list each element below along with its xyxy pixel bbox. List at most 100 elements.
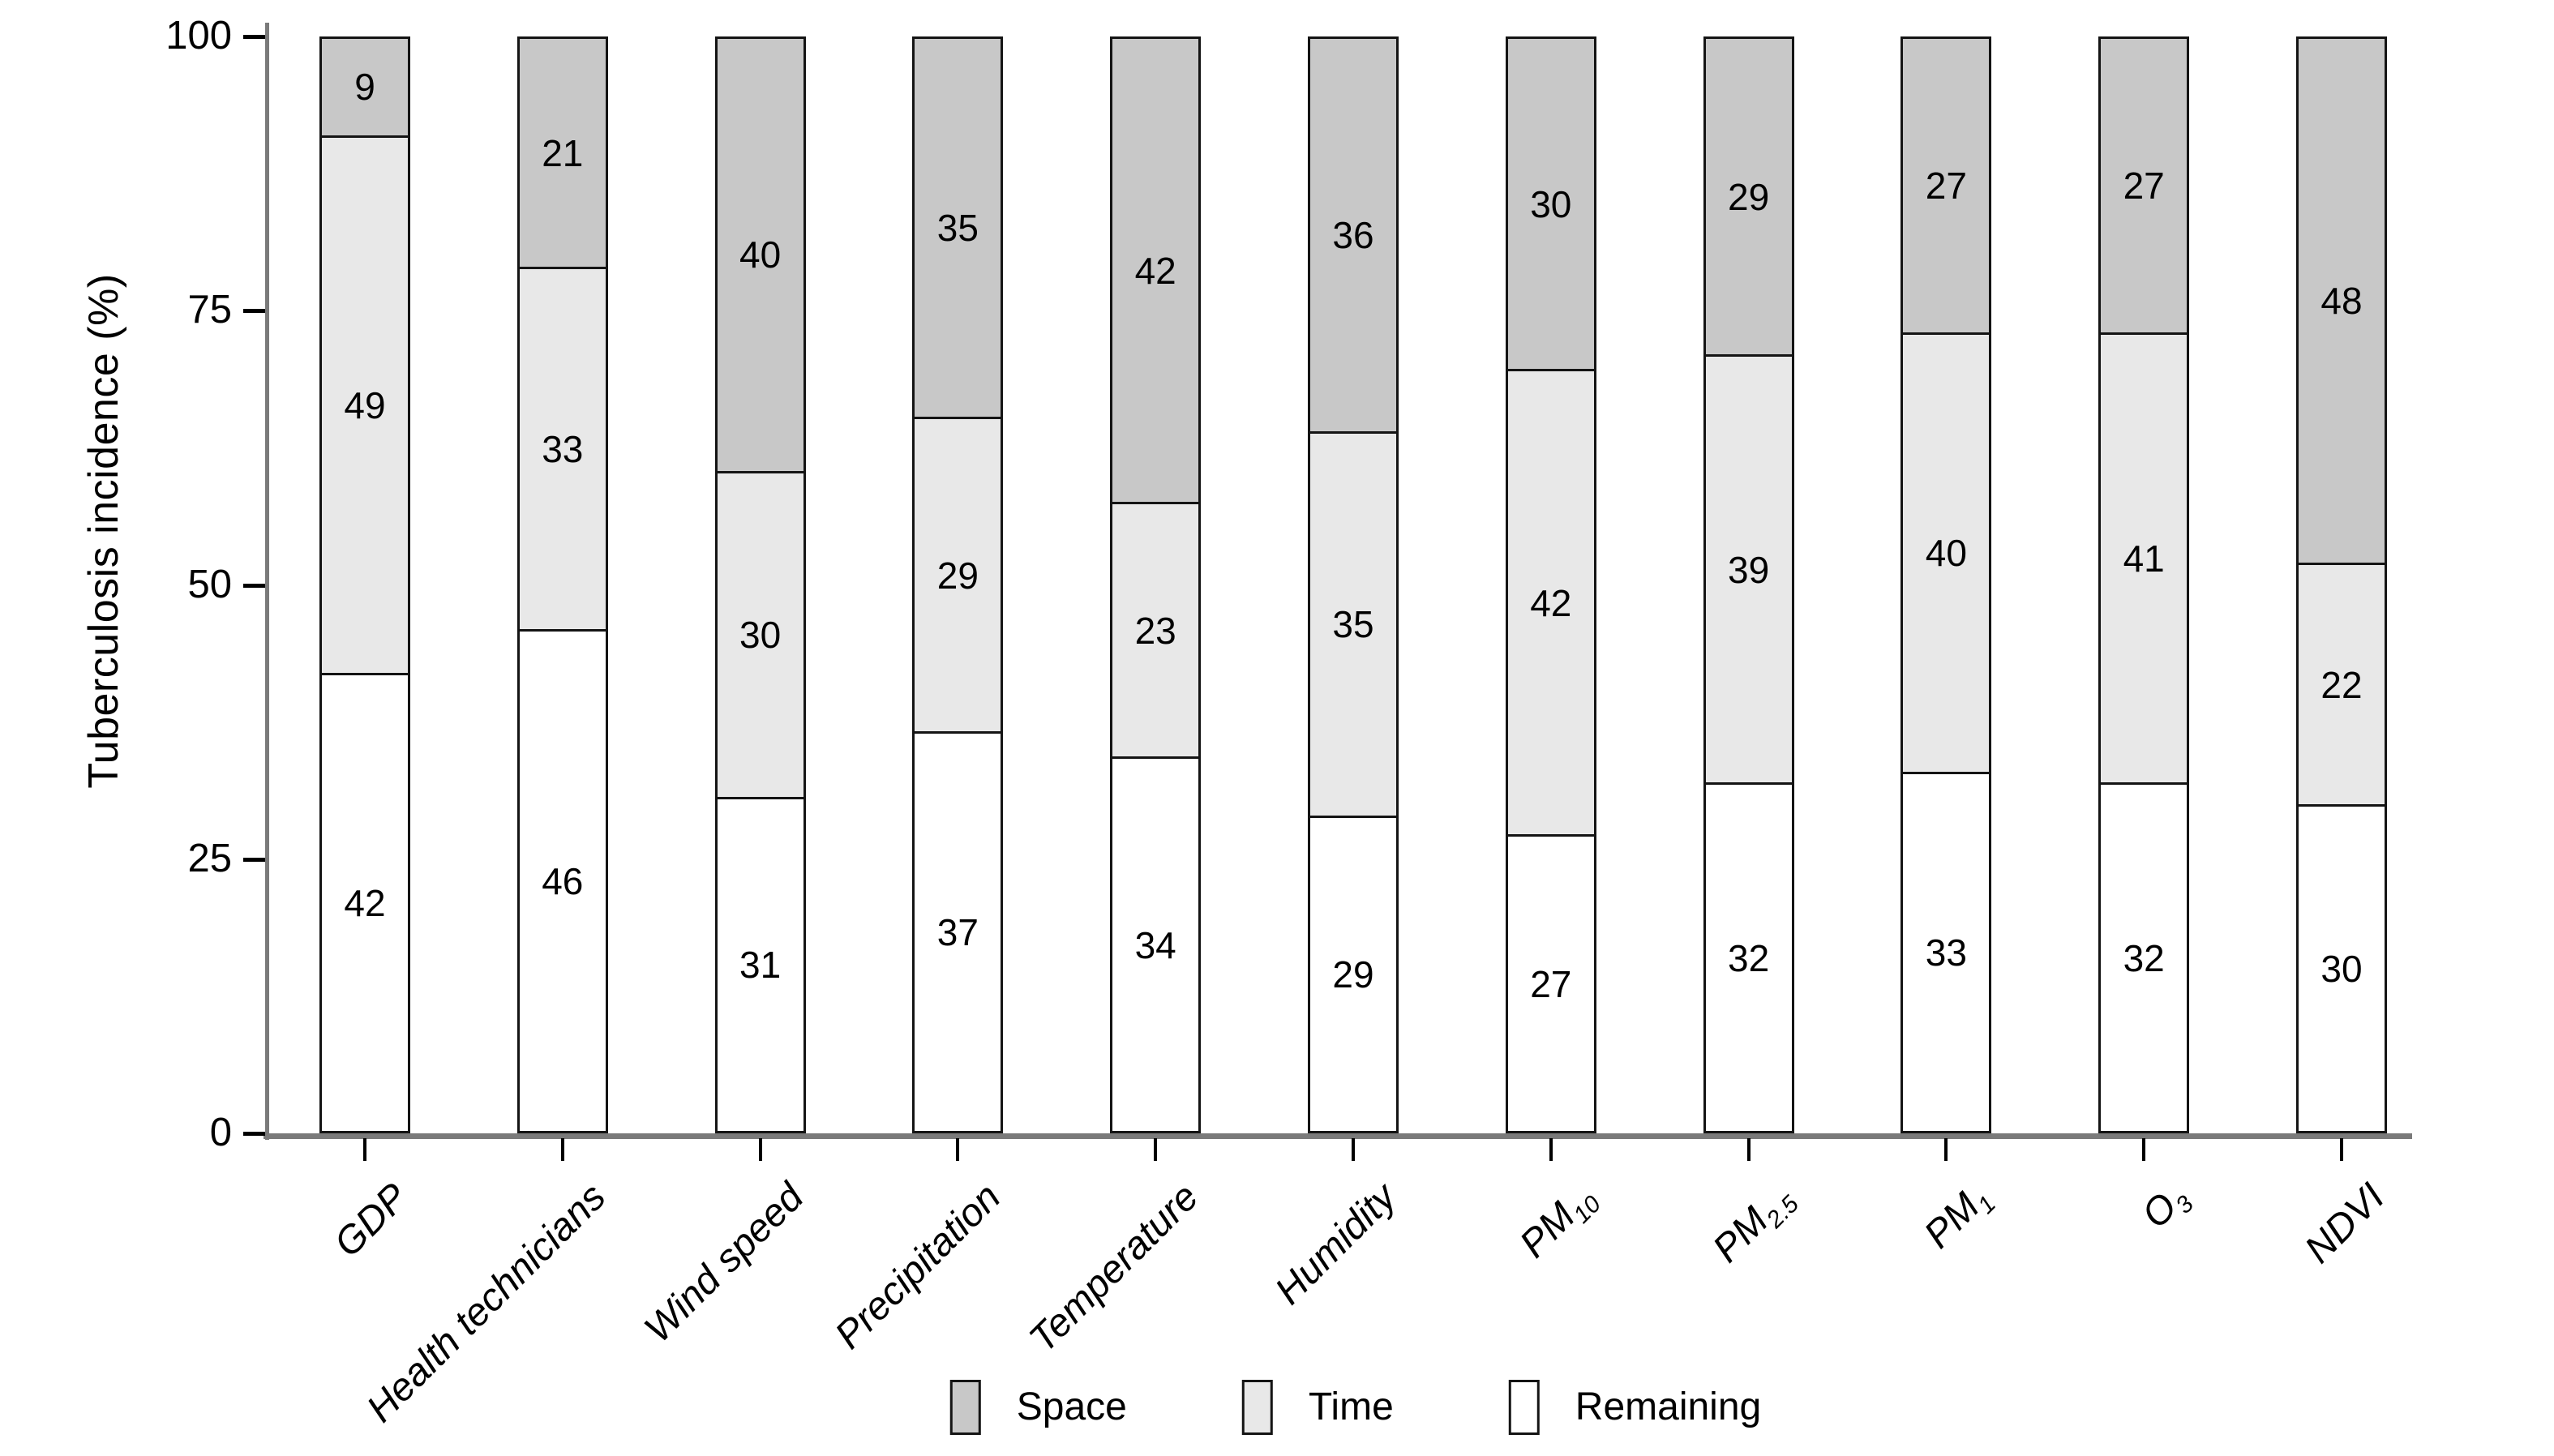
- x-tick-mark: [758, 1138, 762, 1161]
- bar-segment-space: 35: [912, 36, 1004, 417]
- bar: 46 33 21: [516, 36, 608, 1133]
- y-tick-mark: [243, 309, 265, 314]
- bar-segment-time: 42: [1505, 369, 1596, 834]
- y-axis-line: [265, 23, 269, 1140]
- x-tick-label-text: Wind speed: [636, 1175, 812, 1351]
- bar-segment-space: 27: [1901, 36, 1992, 333]
- y-tick-label: 100: [165, 14, 232, 58]
- bar-segment-remaining: 32: [1703, 782, 1794, 1133]
- x-tick-label-text: Temperature: [1021, 1175, 1207, 1361]
- bar-value-label: 29: [936, 554, 979, 597]
- bar-segment-remaining: 27: [1505, 834, 1596, 1133]
- legend-swatch: [1241, 1380, 1273, 1435]
- bar-value-label: 30: [2320, 948, 2363, 991]
- legend-label: Remaining: [1575, 1385, 1762, 1428]
- bar-value-label: 46: [542, 859, 584, 902]
- bar-segment-time: 33: [516, 267, 608, 629]
- bar-value-label: 29: [1728, 175, 1770, 218]
- bar-value-label: 29: [1332, 953, 1374, 996]
- y-tick-label: 50: [187, 562, 232, 606]
- bar-value-label: 39: [1728, 548, 1770, 591]
- bar: 34 23 42: [1110, 36, 1202, 1133]
- bar-value-label: 33: [542, 427, 584, 470]
- bar-value-label: 33: [1925, 931, 1967, 974]
- bar-value-label: 27: [2123, 165, 2165, 208]
- bar: 42 49 9: [319, 36, 410, 1133]
- y-tick-label: 0: [209, 1111, 232, 1154]
- bar-segment-remaining: 46: [516, 628, 608, 1133]
- bar-value-label: 48: [2320, 280, 2363, 323]
- bar-value-label: 37: [936, 911, 979, 954]
- bar: 31 30 40: [714, 36, 806, 1133]
- bar-value-label: 49: [344, 383, 386, 426]
- bar-segment-space: 30: [1505, 36, 1596, 369]
- x-tick-mark: [956, 1138, 960, 1161]
- bar-segment-remaining: 32: [2098, 782, 2190, 1133]
- x-tick-mark: [1944, 1138, 1948, 1161]
- bar-segment-space: 36: [1308, 36, 1399, 432]
- x-tick-label-text: Humidity: [1266, 1175, 1405, 1313]
- x-axis-line: [264, 1133, 2412, 1139]
- bar-value-label: 42: [344, 881, 386, 924]
- y-tick-mark: [243, 857, 265, 862]
- bar-segment-remaining: 42: [319, 672, 410, 1133]
- bar-segment-time: 41: [2098, 332, 2190, 783]
- bar-value-label: 31: [739, 944, 782, 987]
- bar-segment-remaining: 30: [2296, 804, 2387, 1133]
- y-tick-label: 75: [187, 288, 232, 332]
- bar-segment-time: 35: [1308, 431, 1399, 816]
- bar: 27 42 30: [1505, 36, 1596, 1133]
- y-tick-mark: [243, 583, 265, 588]
- bar-value-label: 21: [542, 131, 584, 174]
- bar-value-label: 36: [1332, 214, 1374, 257]
- x-tick-label-text: GDP: [326, 1175, 417, 1265]
- bar-segment-remaining: 37: [912, 731, 1004, 1133]
- x-tick-label-text: Precipitation: [827, 1175, 1009, 1358]
- bar-value-label: 41: [2123, 537, 2165, 580]
- x-tick-mark: [2340, 1138, 2343, 1161]
- bar: 29 35 36: [1308, 36, 1399, 1133]
- bar-value-label: 22: [2320, 663, 2363, 706]
- x-tick-mark: [363, 1138, 366, 1161]
- bar-segment-remaining: 33: [1901, 771, 1992, 1133]
- legend: Space Time Remaining: [949, 1380, 1762, 1435]
- legend-swatch: [949, 1380, 981, 1435]
- x-tick-mark: [1154, 1138, 1158, 1161]
- x-tick-mark: [1549, 1138, 1553, 1161]
- x-tick-mark: [2142, 1138, 2146, 1161]
- bar-value-label: 35: [1332, 603, 1374, 646]
- bar-value-label: 27: [1530, 962, 1572, 1005]
- bar-value-label: 30: [739, 614, 782, 657]
- bar-segment-space: 42: [1110, 36, 1202, 502]
- x-tick-label-text: NDVI: [2296, 1175, 2393, 1272]
- bar: 32 41 27: [2098, 36, 2190, 1133]
- legend-item: Remaining: [1508, 1380, 1762, 1435]
- bar: 30 22 48: [2296, 36, 2387, 1133]
- bar-segment-time: 49: [319, 135, 410, 673]
- bar-value-label: 40: [1925, 532, 1967, 575]
- bar-value-label: 42: [1530, 581, 1572, 624]
- legend-item: Space: [949, 1380, 1127, 1435]
- bar: 37 29 35: [912, 36, 1004, 1133]
- x-tick-mark: [1352, 1138, 1355, 1161]
- bar-segment-time: 22: [2296, 563, 2387, 805]
- bar-value-label: 35: [936, 206, 979, 249]
- bar: 32 39 29: [1703, 36, 1794, 1133]
- bar-segment-space: 9: [319, 36, 410, 135]
- bar-segment-time: 39: [1703, 354, 1794, 783]
- bar-segment-time: 40: [1901, 332, 1992, 772]
- legend-label: Space: [1016, 1385, 1127, 1428]
- bar-segment-space: 48: [2296, 36, 2387, 563]
- bar-segment-time: 30: [714, 470, 806, 797]
- bar-segment-space: 40: [714, 36, 806, 471]
- bar-value-label: 30: [1530, 182, 1572, 225]
- legend-swatch: [1508, 1380, 1540, 1435]
- legend-label: Time: [1308, 1385, 1394, 1428]
- bar-segment-space: 27: [2098, 36, 2190, 333]
- bar-value-label: 23: [1134, 609, 1176, 652]
- y-tick-mark: [243, 35, 265, 39]
- y-tick-mark: [243, 1132, 265, 1136]
- bar-value-label: 34: [1134, 923, 1176, 966]
- bar-segment-remaining: 31: [714, 796, 806, 1133]
